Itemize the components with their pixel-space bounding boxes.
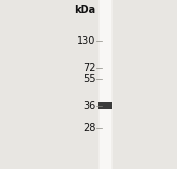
Bar bbox=[101, 0, 111, 169]
Bar bbox=[98, 0, 113, 169]
Text: 55: 55 bbox=[83, 74, 96, 84]
Text: kDa: kDa bbox=[75, 5, 96, 15]
Text: 130: 130 bbox=[77, 35, 96, 46]
Bar bbox=[98, 102, 112, 109]
Text: 72: 72 bbox=[83, 63, 96, 73]
Text: 28: 28 bbox=[83, 123, 96, 133]
Text: 36: 36 bbox=[83, 101, 96, 111]
